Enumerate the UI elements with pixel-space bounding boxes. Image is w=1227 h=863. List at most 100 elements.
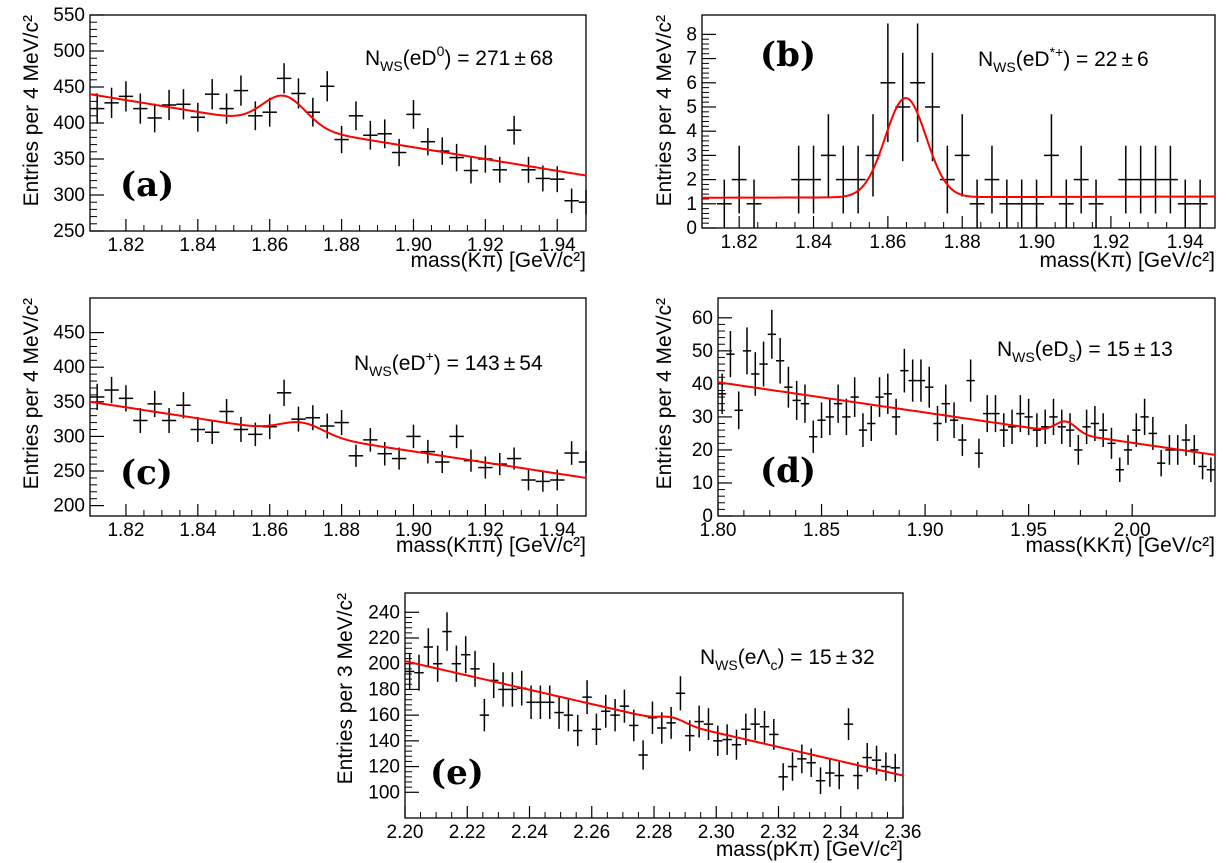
data-point-d bbox=[842, 398, 851, 436]
panel-tag-e: (e) bbox=[430, 753, 484, 793]
x-tick-label-b: 1.88 bbox=[944, 232, 981, 253]
data-point-d bbox=[809, 420, 818, 453]
data-point-e bbox=[815, 767, 826, 795]
data-point-e bbox=[834, 761, 844, 790]
y-tick-label-b: 6 bbox=[686, 73, 697, 94]
fit-curve-c bbox=[89, 400, 587, 479]
y-tick-label-b: 2 bbox=[686, 170, 697, 191]
y-tick-label-c: 400 bbox=[53, 357, 85, 378]
data-point-e bbox=[535, 685, 546, 719]
data-point-b bbox=[1177, 179, 1193, 228]
data-point-d bbox=[734, 391, 743, 430]
data-point-d bbox=[858, 413, 868, 447]
x-tick-label-c: 1.88 bbox=[323, 520, 360, 541]
data-point-b bbox=[731, 145, 747, 214]
data-point-a bbox=[219, 93, 234, 124]
data-point-d bbox=[875, 377, 884, 417]
data-point-d bbox=[941, 384, 950, 423]
data-point-c bbox=[449, 424, 464, 449]
data-point-b bbox=[820, 114, 836, 197]
y-tick-label-a: 250 bbox=[53, 221, 85, 242]
y-tick-label-c: 200 bbox=[53, 496, 85, 517]
data-point-c bbox=[320, 413, 335, 439]
yield-annotation-c: NWS(eD+) = 143 ±54 bbox=[354, 348, 543, 379]
data-point-a bbox=[276, 63, 292, 94]
data-point-c bbox=[420, 439, 436, 464]
data-point-a bbox=[147, 103, 162, 133]
x-ticks-c: 1.82 1.84 1.86 1.88 1.90 1.92 1.94 bbox=[107, 504, 576, 541]
data-point-d bbox=[775, 337, 785, 384]
data-point-a bbox=[535, 165, 551, 192]
y-tick-label-a: 300 bbox=[53, 185, 85, 206]
data-point-b bbox=[1044, 114, 1059, 197]
data-point-e bbox=[554, 696, 564, 729]
data-point-c bbox=[176, 392, 191, 419]
data-point-e bbox=[881, 752, 891, 781]
x-tick-label-b: 1.86 bbox=[869, 232, 906, 253]
data-point-d bbox=[1123, 435, 1133, 465]
y-ticks-d: 0 10 20 30 40 50 60 bbox=[692, 308, 732, 527]
data-point-c bbox=[521, 469, 536, 491]
data-point-b bbox=[1029, 179, 1044, 228]
data-point-e bbox=[507, 672, 518, 707]
data-point-d bbox=[751, 352, 760, 396]
data-point-b bbox=[850, 145, 866, 214]
fit-curve-d bbox=[717, 381, 1216, 456]
yield-annotation-e: NWS(eΛc) = 15 ±32 bbox=[700, 646, 875, 673]
data-point-d bbox=[991, 395, 1000, 433]
data-point-d bbox=[784, 366, 793, 408]
data-point-a bbox=[449, 143, 464, 172]
data-point-d bbox=[792, 380, 801, 420]
data-point-d bbox=[1090, 406, 1100, 442]
y-tick-label-e: 180 bbox=[368, 679, 400, 700]
data-point-b bbox=[1058, 179, 1074, 228]
x-tick-label-b: 1.94 bbox=[1167, 232, 1204, 253]
data-point-d bbox=[1032, 413, 1042, 447]
y-tick-label-a: 450 bbox=[53, 77, 85, 98]
data-point-c bbox=[578, 450, 587, 474]
y-tick-label-c: 250 bbox=[53, 461, 85, 482]
data-point-c bbox=[478, 456, 493, 479]
y-tick-label-c: 450 bbox=[53, 323, 85, 344]
data-point-e bbox=[806, 748, 816, 777]
data-point-a bbox=[564, 188, 579, 213]
x-tick-label-d: 1.85 bbox=[803, 520, 840, 541]
panel-d: 0 10 20 30 40 50 60 1.80 1.85 1.90 1.95 2.00 Entri… bbox=[653, 297, 1216, 557]
data-point-a bbox=[205, 79, 220, 110]
x-axis-label-b: mass(Kπ) [GeV/c²] bbox=[1039, 249, 1215, 272]
x-ticks-d: 1.80 1.85 1.90 1.95 2.00 bbox=[700, 504, 1151, 541]
data-point-e bbox=[694, 705, 704, 738]
y-tick-label-b: 7 bbox=[686, 49, 697, 70]
data-point-e bbox=[461, 636, 471, 674]
data-point-e bbox=[675, 676, 686, 711]
panel-tag-c: (c) bbox=[120, 453, 173, 493]
data-point-e bbox=[703, 708, 714, 741]
data-point-c bbox=[377, 441, 392, 466]
x-tick-label-e: 2.22 bbox=[449, 822, 486, 843]
x-tick-label-d: 1.95 bbox=[1010, 520, 1047, 541]
y-ticks-e: 100 120 140 160 180 200 220 240 bbox=[368, 602, 419, 803]
x-tick-label-e: 2.28 bbox=[636, 822, 673, 843]
data-point-b bbox=[1088, 179, 1104, 228]
y-tick-label-a: 500 bbox=[53, 41, 85, 62]
y-tick-label-a: 350 bbox=[53, 149, 85, 170]
y-tick-label-c: 350 bbox=[53, 392, 85, 413]
yield-annotation-b: NWS(eD*+) = 22 ±6 bbox=[978, 44, 1149, 75]
data-point-d bbox=[1157, 449, 1166, 477]
y-tick-label-e: 100 bbox=[368, 782, 400, 803]
x-tick-label-a: 1.92 bbox=[467, 235, 504, 256]
data-point-a bbox=[161, 89, 177, 121]
data-point-b bbox=[835, 145, 851, 214]
data-point-d bbox=[983, 395, 992, 433]
y-tick-label-e: 220 bbox=[368, 628, 400, 649]
x-tick-label-a: 1.84 bbox=[179, 235, 216, 256]
data-point-c bbox=[435, 450, 450, 474]
data-point-d bbox=[891, 398, 901, 436]
y-tick-label-d: 40 bbox=[692, 374, 713, 395]
data-point-e bbox=[433, 645, 443, 682]
data-point-e bbox=[797, 744, 807, 774]
y-ticks-b: 0 1 2 3 4 5 6 7 8 bbox=[686, 24, 716, 239]
data-point-d bbox=[1132, 413, 1141, 447]
